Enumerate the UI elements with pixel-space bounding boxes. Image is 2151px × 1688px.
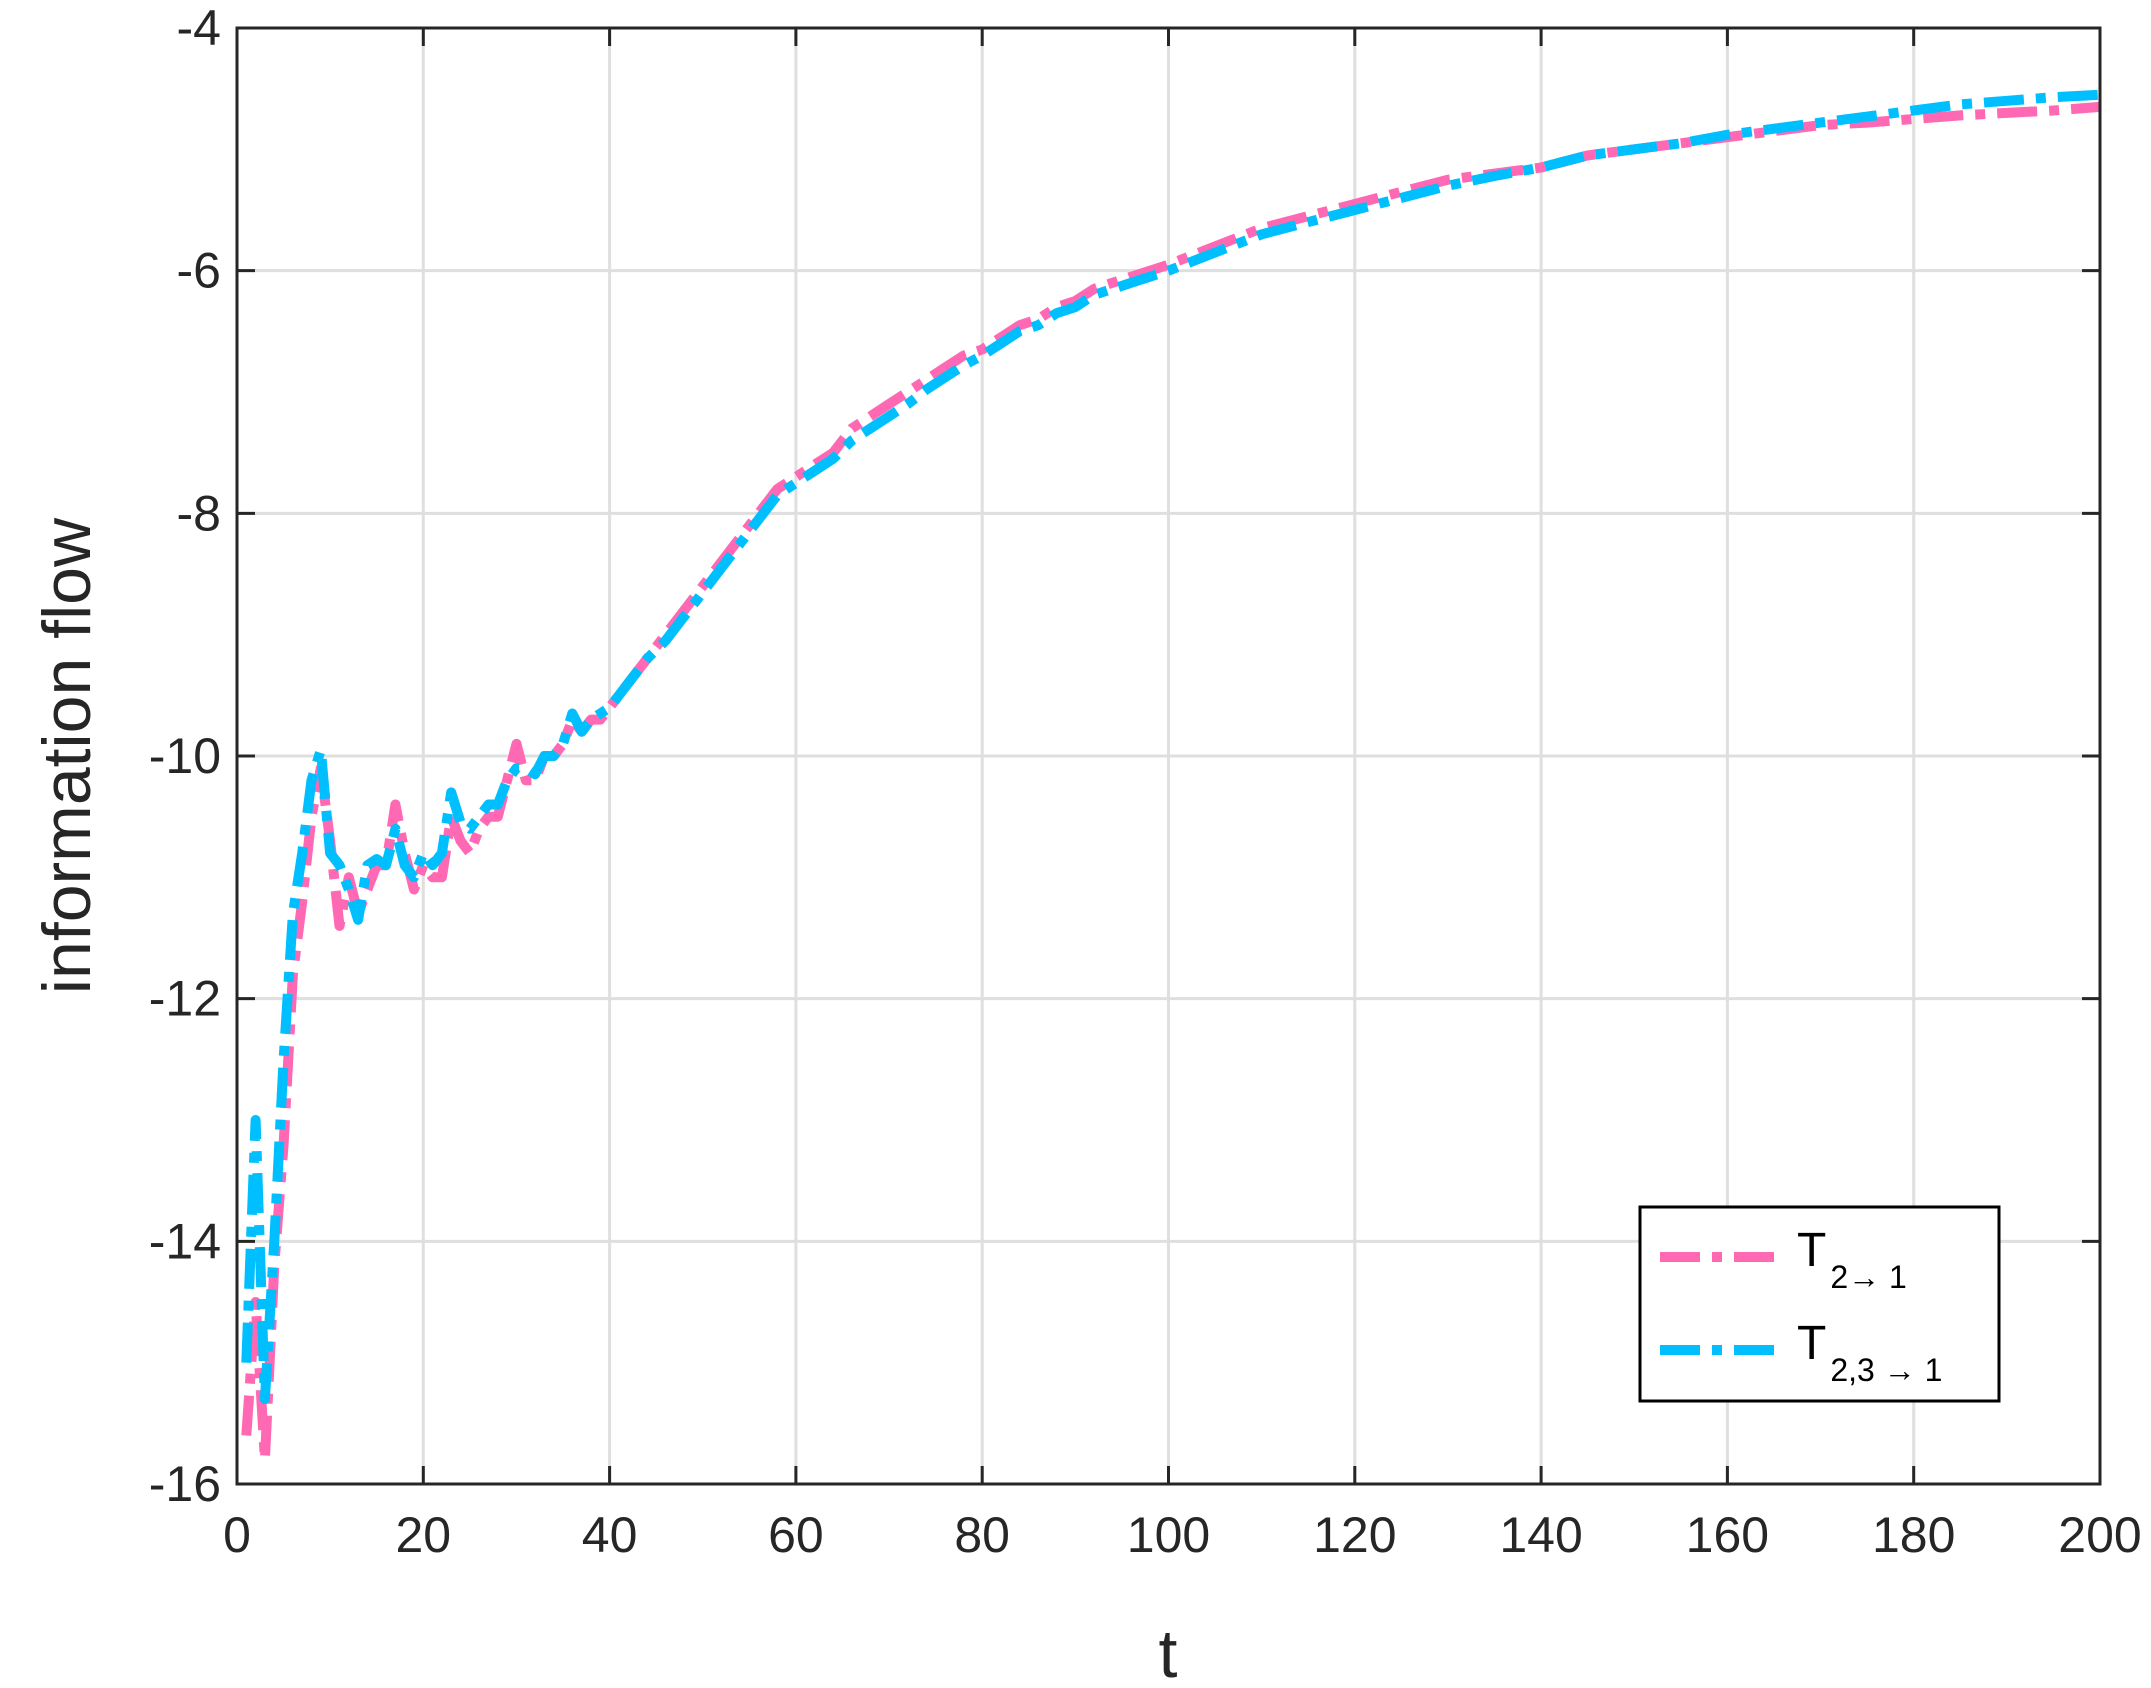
x-tick-label: 200 — [2058, 1507, 2141, 1563]
x-tick-label: 120 — [1313, 1507, 1396, 1563]
legend-label-series-2: T 2,3 → 1 — [1797, 1317, 1942, 1388]
legend-label-series-1: T 2→ 1 — [1797, 1224, 1907, 1295]
y-tick-label: -4 — [177, 0, 221, 56]
ticks — [235, 26, 2102, 1486]
legend-label-series-2-main: T — [1797, 1317, 1826, 1370]
y-axis-label: information flow — [29, 517, 105, 994]
y-tick-label: -8 — [177, 485, 221, 541]
y-tick-label: -14 — [149, 1213, 221, 1269]
x-tick-label: 40 — [582, 1507, 638, 1563]
x-tick-label: 100 — [1127, 1507, 1210, 1563]
x-tick-label: 180 — [1872, 1507, 1955, 1563]
series-line-2 — [241, 89, 2101, 1405]
legend-label-series-2-sub: 2,3 → 1 — [1830, 1352, 1942, 1388]
x-tick-label: 60 — [768, 1507, 824, 1563]
legend-label-series-1-main: T — [1797, 1224, 1826, 1277]
y-tick-label: -12 — [149, 971, 221, 1027]
legend-box — [1638, 1205, 2001, 1403]
y-tick-label: -16 — [149, 1456, 221, 1512]
x-axis-label: t — [1159, 1616, 1178, 1688]
legend-label-series-1-sub: 2→ 1 — [1830, 1259, 1906, 1295]
y-tick-label: -6 — [177, 243, 221, 299]
legend: T 2→ 1 T 2,3 → 1 — [1638, 1205, 2001, 1403]
x-tick-label: 20 — [395, 1507, 451, 1563]
x-tick-label: 160 — [1686, 1507, 1769, 1563]
x-tick-label: 140 — [1499, 1507, 1582, 1563]
x-tick-label: 0 — [223, 1507, 251, 1563]
series-layer — [241, 89, 2101, 1465]
tick-labels: 0 20 40 60 80 100 120 140 160 180 200 -16 -14 -12 -10 -… — [149, 0, 2142, 1563]
x-tick-label: 80 — [954, 1507, 1010, 1563]
y-tick-label: -10 — [149, 728, 221, 784]
